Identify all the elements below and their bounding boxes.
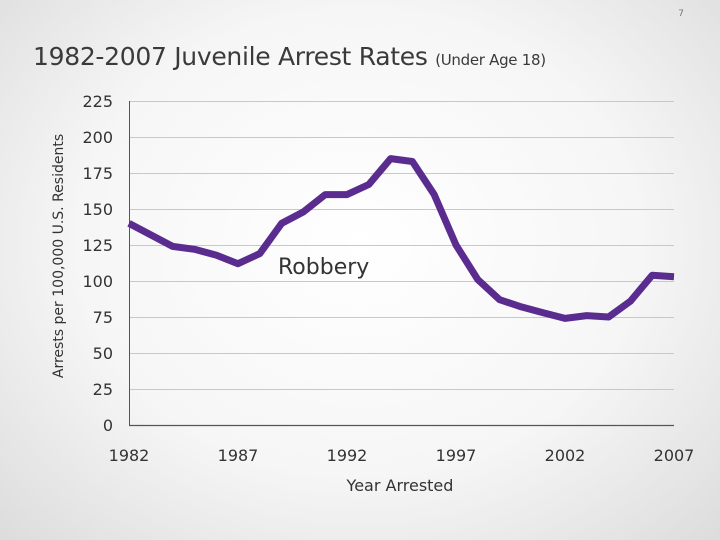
y-tick-label: 100 bbox=[82, 272, 113, 291]
x-tick-label: 1997 bbox=[436, 446, 477, 465]
y-tick-label: 225 bbox=[82, 92, 113, 111]
x-tick-label: 2007 bbox=[654, 446, 695, 465]
x-tick-label: 1982 bbox=[109, 446, 150, 465]
x-tick-label: 1987 bbox=[218, 446, 259, 465]
y-tick-label: 125 bbox=[82, 236, 113, 255]
grid-lines bbox=[129, 101, 674, 427]
series-line-robbery bbox=[127, 155, 675, 322]
y-tick-label: 200 bbox=[82, 128, 113, 147]
y-tick-labels: 0 25 50 75 100 125 150 175 200 225 bbox=[82, 92, 113, 435]
chart-title-main: 1982-2007 Juvenile Arrest Rates bbox=[33, 42, 428, 71]
y-tick-label: 0 bbox=[103, 416, 113, 435]
y-tick-label: 75 bbox=[93, 308, 113, 327]
x-tick-labels: 1982 1987 1992 1997 2002 2007 bbox=[109, 446, 695, 465]
y-tick-label: 175 bbox=[82, 164, 113, 183]
chart-title: 1982-2007 Juvenile Arrest Rates (Under A… bbox=[33, 42, 546, 71]
x-tick-label: 1992 bbox=[327, 446, 368, 465]
slide-number: 7 bbox=[678, 9, 684, 19]
y-tick-label: 150 bbox=[82, 200, 113, 219]
x-tick-label: 2002 bbox=[545, 446, 586, 465]
series-label-robbery: Robbery bbox=[278, 255, 369, 280]
y-tick-label: 25 bbox=[93, 380, 113, 399]
y-tick-label: 50 bbox=[93, 344, 113, 363]
y-axis-label: Arrests per 100,000 U.S. Residents bbox=[51, 134, 67, 378]
chart-subtitle: (Under Age 18) bbox=[435, 51, 546, 69]
x-axis-label: Year Arrested bbox=[346, 476, 454, 495]
series-group bbox=[127, 155, 675, 322]
